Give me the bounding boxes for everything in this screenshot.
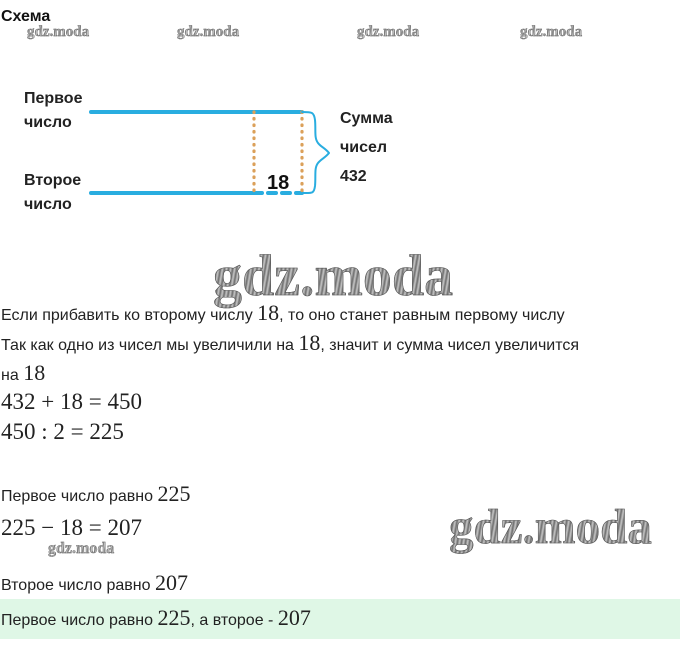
svg-text:18: 18 — [267, 172, 289, 194]
